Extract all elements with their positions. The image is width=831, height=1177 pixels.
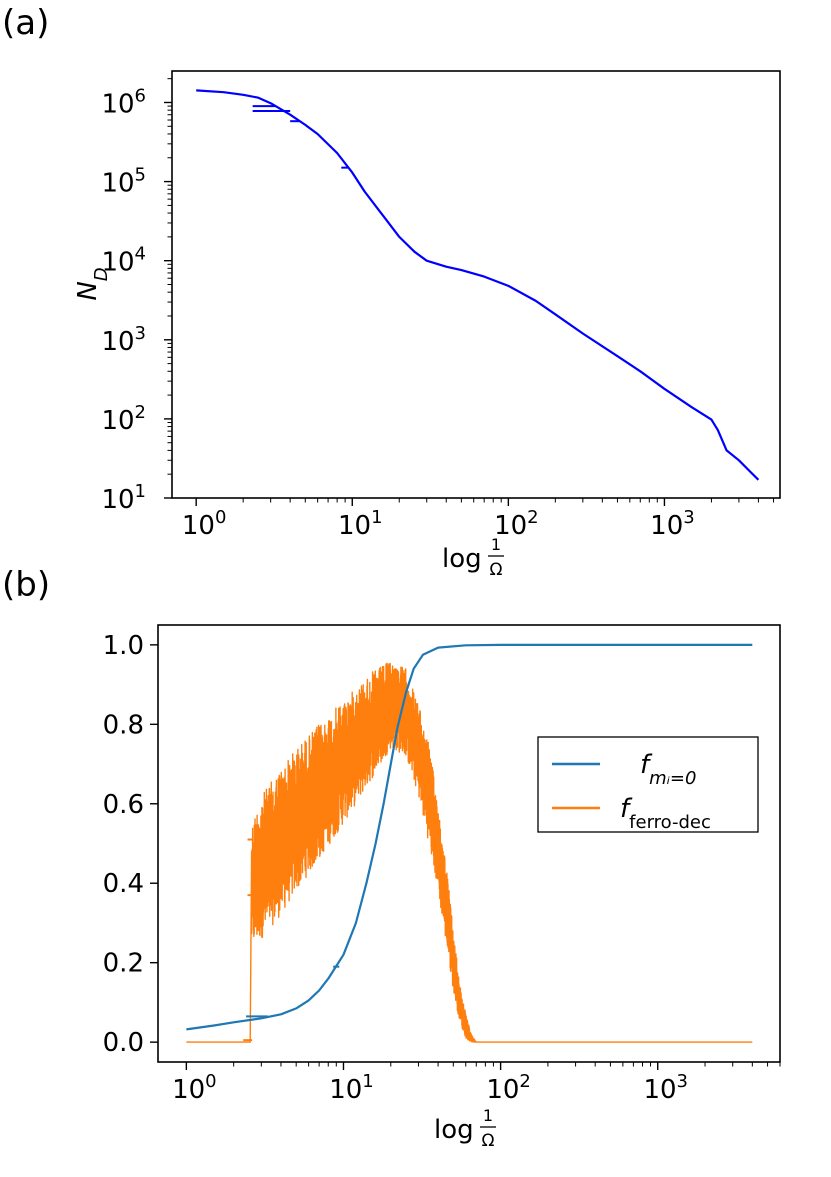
y-tick-label: 0.4 [103,869,144,899]
y-tick-label: 103 [101,323,146,357]
panel-b-legend: fmᵢ=0 fferro-dec [537,736,759,833]
legend-label-f-ferro-dec: fferro-dec [620,794,711,833]
x-tick-label: 103 [650,507,695,541]
y-tick-label: 101 [101,481,146,515]
y-tick-label: 104 [101,244,146,278]
panel-b-frame [157,624,781,1063]
y-tick-label: 1.0 [103,631,144,661]
panel-b-label: (b) [2,565,50,605]
x-tick-label: 100 [182,507,227,541]
panel-a-plot-area [196,89,760,481]
y-tick-label: 102 [101,402,146,436]
svg-text:log: log [442,544,482,574]
svg-text:1: 1 [483,1106,493,1125]
y-tick-label: 106 [101,85,146,119]
panel-a: (a) 100 101 102 103 101 102 103 104 105 106 ND lo… [2,3,781,580]
series-f-mi0-line [186,643,753,1031]
panel-a-x-axis-label: log 1 Ω [442,535,504,580]
svg-text:Ω: Ω [482,1131,495,1151]
x-tick-label: 101 [329,1071,374,1105]
svg-text:1: 1 [491,535,501,554]
y-tick-label: 0.6 [103,790,144,820]
x-tick-label: 102 [494,507,539,541]
legend-box [537,736,759,833]
y-tick-label: 0.0 [103,1028,144,1058]
series-nd-line [196,89,760,481]
panel-a-frame [171,70,781,499]
series-f-ferro-dec-line [186,662,753,1043]
svg-text:log: log [434,1115,474,1145]
x-tick-label: 101 [338,507,383,541]
panel-b-plot-area [186,643,753,1043]
panel-a-y-axis-label: ND [73,267,112,300]
x-tick-label: 103 [643,1071,688,1105]
panel-a-ticks: 100 101 102 103 101 102 103 104 105 106 [101,78,775,541]
x-tick-label: 102 [486,1071,531,1105]
panel-b-ticks: 100 101 102 103 0.0 0.2 0.4 0.6 0.8 1.0 [103,631,781,1105]
y-tick-label: 0.8 [103,710,144,740]
x-tick-label: 100 [172,1071,217,1105]
panel-a-label: (a) [2,3,49,43]
y-tick-label: 105 [101,165,146,199]
svg-text:Ω: Ω [490,560,503,580]
y-tick-label: 0.2 [103,949,144,979]
panel-b: (b) 100 101 102 103 0.0 0.2 0.4 0.6 0.8 1.0 log 1… [2,565,781,1151]
panel-b-x-axis-label: log 1 Ω [434,1106,496,1151]
